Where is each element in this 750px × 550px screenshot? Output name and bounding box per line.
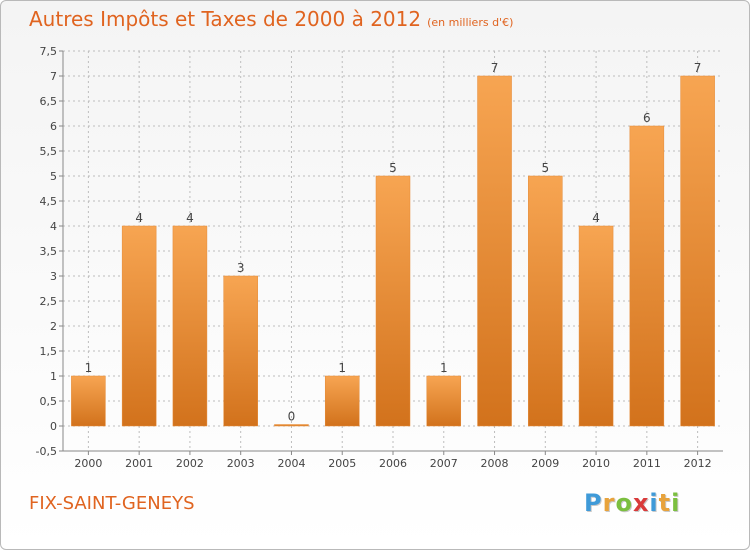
logo-letter: i [649,489,659,517]
y-tick-label: 2 [50,320,57,333]
logo-letter: o [615,489,633,517]
y-tick-label: 4,5 [40,195,58,208]
chart-title: Autres Impôts et Taxes de 2000 à 2012 (en… [29,7,513,31]
x-tick-label-2003: 2003 [227,457,255,470]
data-label-2008: 7 [491,61,499,75]
bar-2008 [477,75,512,427]
bar-2010 [578,225,614,427]
y-tick-label: 2,5 [40,295,58,308]
bar-2002 [172,225,208,427]
data-label-2003: 3 [237,261,245,275]
data-label-2001: 4 [135,211,143,225]
commune-name: FIX-SAINT-GENEYS [29,493,195,514]
bar-2012 [680,75,715,427]
bar-2011 [629,125,665,427]
y-tick-label: 3 [50,270,57,283]
data-label-2011: 6 [643,111,651,125]
logo-letter: r [602,489,616,517]
y-tick-label: 0,5 [40,395,58,408]
x-tick-label-2012: 2012 [684,457,712,470]
y-tick-label: 1,5 [40,345,58,358]
data-label-2006: 5 [389,161,397,175]
bar-2001 [121,225,157,427]
y-tick-label: 4 [50,220,57,233]
logo-letter: i [671,489,681,517]
y-tick-label: 6 [50,120,57,133]
unit-label: (en milliers d'€) [427,16,514,29]
data-label-2002: 4 [186,211,194,225]
x-tick-label-2009: 2009 [531,457,559,470]
x-tick-label-2002: 2002 [176,457,204,470]
data-label-2000: 1 [85,361,93,375]
bar-2009 [528,175,563,427]
data-label-2005: 1 [338,361,346,375]
y-tick-label: 5 [50,170,57,183]
x-tick-label-2000: 2000 [74,457,102,470]
x-tick-label-2007: 2007 [430,457,458,470]
y-tick-label: 6,5 [40,95,58,108]
data-label-2010: 4 [592,211,600,225]
proxiti-logo: Proxiti [584,489,680,517]
x-tick-label-2006: 2006 [379,457,407,470]
bar-2003 [223,275,258,427]
y-tick-label: 5,5 [40,145,58,158]
x-tick-label-2005: 2005 [328,457,356,470]
bar-2004 [274,424,309,427]
bar-2006 [375,175,411,427]
data-label-2004: 0 [288,410,296,424]
logo-letter: x [632,489,650,517]
bar-2000 [71,375,106,427]
x-tick-label-2001: 2001 [125,457,153,470]
data-label-2009: 5 [541,161,549,175]
x-tick-label-2008: 2008 [481,457,509,470]
y-tick-label: 0 [50,420,57,433]
x-tick-label-2004: 2004 [277,457,305,470]
y-tick-label: 3,5 [40,245,58,258]
x-tick-label-2010: 2010 [582,457,610,470]
bar-2007 [426,375,462,427]
logo-letter: t [658,489,672,517]
y-tick-label: 7,5 [40,45,58,58]
bar-2005 [324,375,360,427]
data-label-2012: 7 [694,61,702,75]
y-tick-label: 1 [50,370,57,383]
y-tick-label: 7 [50,70,57,83]
x-tick-label-2011: 2011 [633,457,661,470]
title-text: Autres Impôts et Taxes de 2000 à 2012 [29,7,422,31]
data-label-2007: 1 [440,361,448,375]
y-tick-label: -0,5 [36,445,57,458]
logo-letter: P [584,489,603,517]
